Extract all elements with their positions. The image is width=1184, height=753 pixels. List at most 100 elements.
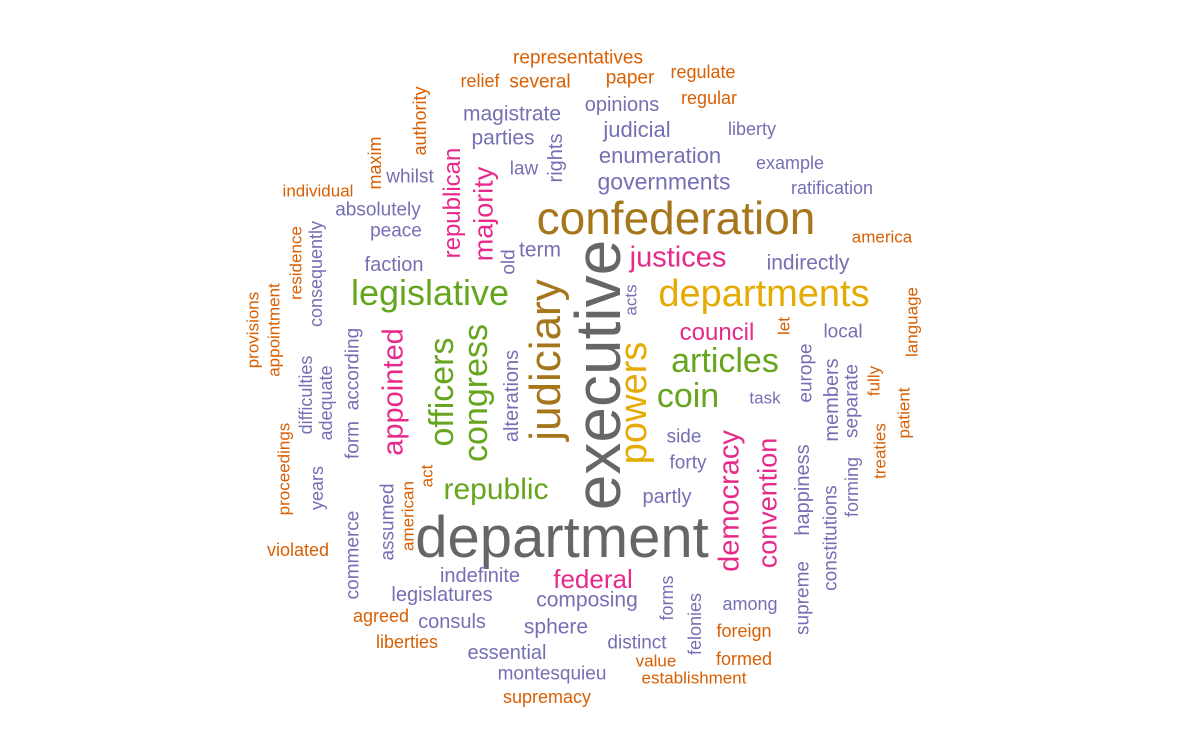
word-supremacy: supremacy — [502, 687, 592, 707]
word-happiness: happiness — [792, 444, 814, 536]
word-forty: forty — [669, 452, 707, 474]
word-legislative: legislative — [350, 272, 510, 313]
word-authority: authority — [410, 86, 430, 156]
word-value: value — [635, 651, 677, 671]
word-judicial: judicial — [603, 117, 671, 142]
word-act: act — [417, 464, 437, 488]
word-adequate: adequate — [316, 365, 336, 441]
word-justices: justices — [629, 241, 727, 274]
word-fully: fully — [864, 365, 884, 397]
word-maxim: maxim — [365, 136, 385, 190]
word-relief: relief — [460, 71, 500, 91]
word-consequently: consequently — [306, 220, 326, 328]
word-liberties: liberties — [375, 632, 439, 652]
word-governments: governments — [597, 168, 731, 195]
word-acts: acts — [621, 284, 641, 316]
word-confederation: confederation — [536, 192, 816, 244]
word-essential: essential — [467, 642, 547, 664]
word-felonies: felonies — [685, 592, 705, 656]
word-whilst: whilst — [386, 166, 434, 188]
word-foreign: foreign — [716, 621, 772, 641]
word-american: american — [398, 481, 418, 551]
word-several: several — [509, 71, 571, 93]
word-paper: paper — [605, 67, 655, 89]
word-commerce: commerce — [342, 510, 364, 600]
word-peace: peace — [370, 220, 422, 242]
word-provisions: provisions — [243, 291, 263, 369]
word-forming: forming — [842, 456, 862, 518]
word-violated: violated — [266, 540, 330, 560]
word-department: department — [415, 505, 709, 570]
word-montesquieu: montesquieu — [497, 663, 607, 685]
word-representatives: representatives — [513, 47, 643, 69]
word-federal: federal — [553, 564, 633, 594]
word-term: term — [519, 238, 561, 262]
word-proceedings: proceedings — [274, 422, 294, 516]
word-europe: europe — [795, 343, 817, 403]
word-forms: forms — [657, 575, 677, 621]
word-articles: articles — [671, 342, 779, 380]
word-formed: formed — [715, 649, 773, 669]
word-ratification: ratification — [790, 178, 874, 198]
word-patient: patient — [894, 387, 914, 439]
word-according: according — [342, 327, 364, 411]
word-residence: residence — [286, 226, 306, 300]
word-agreed: agreed — [352, 606, 410, 626]
word-republic: republic — [443, 473, 549, 506]
word-liberty: liberty — [727, 119, 777, 139]
word-absolutely: absolutely — [335, 199, 421, 221]
word-coin: coin — [656, 377, 720, 415]
word-supreme: supreme — [792, 561, 814, 635]
word-america: america — [851, 227, 913, 247]
word-individual: individual — [282, 181, 354, 201]
word-task: task — [749, 388, 781, 408]
word-alterations: alterations — [501, 349, 523, 443]
word-form: form — [342, 421, 364, 459]
word-let: let — [774, 317, 794, 335]
word-law: law — [509, 158, 539, 180]
word-council: council — [679, 319, 755, 346]
word-appointed: appointed — [377, 328, 410, 456]
word-treaties: treaties — [870, 423, 890, 479]
word-appointment: appointment — [264, 283, 284, 377]
word-powers: powers — [613, 341, 655, 465]
word-convention: convention — [752, 437, 783, 569]
word-members: members — [821, 358, 843, 442]
word-republican: republican — [439, 147, 466, 259]
word-rights: rights — [545, 133, 567, 183]
word-judiciary: judiciary — [521, 279, 570, 441]
word-congress: congress — [457, 324, 495, 462]
word-majority: majority — [468, 166, 499, 262]
word-officers: officers — [423, 337, 461, 447]
word-indirectly: indirectly — [766, 251, 850, 275]
word-example: example — [755, 153, 825, 173]
word-opinions: opinions — [584, 94, 660, 116]
word-separate: separate — [841, 364, 863, 438]
word-language: language — [902, 287, 922, 357]
word-magistrate: magistrate — [462, 102, 562, 126]
word-consuls: consuls — [418, 611, 486, 633]
word-establishment: establishment — [641, 668, 747, 688]
word-among: among — [722, 594, 778, 614]
word-years: years — [307, 465, 327, 511]
word-side: side — [666, 426, 702, 448]
word-distinct: distinct — [607, 632, 667, 654]
word-local: local — [823, 321, 863, 343]
word-indefinite: indefinite — [439, 565, 521, 587]
word-old: old — [498, 249, 520, 275]
word-democracy: democracy — [713, 430, 746, 572]
word-parties: parties — [471, 126, 535, 150]
word-constitutions: constitutions — [820, 485, 842, 591]
word-composing: composing — [536, 588, 638, 612]
word-regular: regular — [680, 88, 738, 108]
word-sphere: sphere — [523, 615, 589, 639]
word-partly: partly — [642, 486, 692, 508]
word-departments: departments — [658, 273, 870, 315]
word-legislatures: legislatures — [391, 584, 493, 606]
word-assumed: assumed — [377, 483, 399, 561]
word-difficulties: difficulties — [296, 355, 316, 435]
word-faction: faction — [364, 254, 424, 276]
word-regulate: regulate — [670, 62, 736, 82]
word-enumeration: enumeration — [598, 143, 722, 168]
